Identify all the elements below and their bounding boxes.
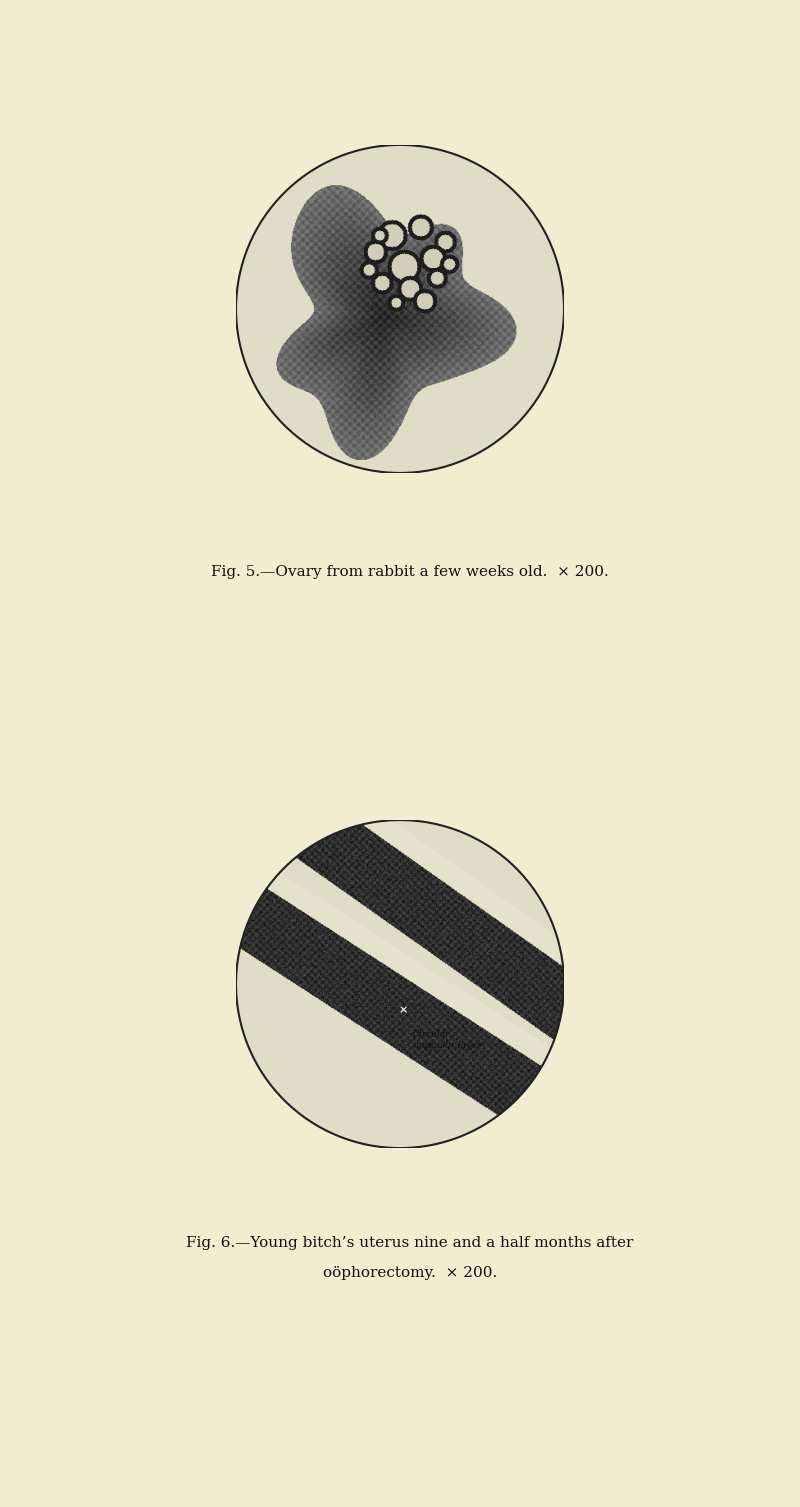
Text: Fig. 6.—Young bitch’s uterus nine and a half months after: Fig. 6.—Young bitch’s uterus nine and a …	[186, 1236, 634, 1249]
Text: Fig. 5.—Ovary from rabbit a few weeks old.  × 200.: Fig. 5.—Ovary from rabbit a few weeks ol…	[211, 565, 609, 579]
Text: Circular
muscular layer: Circular muscular layer	[413, 1031, 481, 1049]
Text: ×: ×	[398, 1005, 408, 1016]
Text: oöphorectomy.  × 200.: oöphorectomy. × 200.	[323, 1266, 497, 1279]
Text: 39: 39	[398, 212, 422, 231]
